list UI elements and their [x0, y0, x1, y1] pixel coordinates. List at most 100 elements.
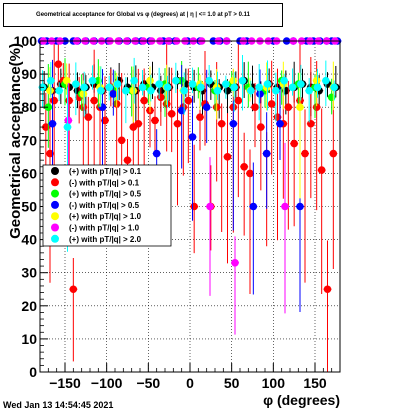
- data-point: [163, 83, 172, 92]
- tick-labels-layer: 0 10 20 30 40 50 60 70 80 90 100 −150 −100 −50 0 50 100 1…: [14, 33, 327, 391]
- data-point: [123, 156, 132, 164]
- legend-marker: [51, 200, 59, 209]
- y-tick-label: 20: [21, 298, 37, 314]
- x-tick-label: −50: [136, 375, 160, 391]
- data-point: [50, 96, 58, 105]
- data-point: [240, 162, 248, 171]
- data-point: [157, 93, 165, 102]
- data-point: [234, 96, 243, 105]
- data-point: [155, 80, 163, 88]
- data-point: [317, 166, 326, 174]
- x-axis-title: φ (degrees): [263, 392, 340, 408]
- data-point: [223, 153, 232, 161]
- data-point: [47, 76, 55, 85]
- data-point: [129, 86, 138, 95]
- data-point: [105, 83, 113, 92]
- data-point: [223, 86, 232, 95]
- data-point: [296, 103, 304, 111]
- data-point: [313, 83, 322, 92]
- data-point: [101, 116, 109, 125]
- data-point: [146, 76, 154, 85]
- data-point: [62, 76, 71, 85]
- data-point: [329, 149, 338, 158]
- data-point: [255, 83, 263, 92]
- data-point: [288, 83, 297, 92]
- data-point: [305, 86, 313, 95]
- data-point: [130, 76, 138, 85]
- data-point: [64, 116, 73, 125]
- data-point: [147, 86, 155, 95]
- data-point: [180, 86, 188, 95]
- y-tick-label: 90: [21, 66, 37, 82]
- data-point: [117, 136, 126, 145]
- y-tick-label: 80: [21, 99, 37, 115]
- data-point: [213, 86, 222, 95]
- data-point: [54, 60, 63, 68]
- series--with-pt-q-2-0: [38, 55, 339, 252]
- data-point: [222, 80, 230, 88]
- data-point: [296, 202, 304, 211]
- data-point: [172, 76, 180, 85]
- y-tick-label: 60: [21, 165, 37, 181]
- x-tick-label: 100: [262, 375, 286, 391]
- y-tick-label: 50: [21, 199, 37, 215]
- y-axis-title: Geometrical acceptance(%): [7, 43, 24, 239]
- data-point: [134, 119, 143, 128]
- data-point: [188, 80, 197, 88]
- data-point: [113, 80, 122, 88]
- data-point: [79, 90, 88, 98]
- y-tick-label: 40: [21, 232, 37, 248]
- data-point: [138, 83, 147, 92]
- data-point: [72, 80, 80, 88]
- y-tick-label: 100: [14, 33, 38, 49]
- data-point: [44, 103, 53, 111]
- data-point: [188, 133, 197, 141]
- y-tick-label: 70: [21, 132, 37, 148]
- data-point: [217, 119, 226, 128]
- legend-label: (-) with pT/|q| > 0.5: [69, 201, 140, 210]
- legend-label: (+) with pT/|q| > 0.1: [69, 167, 142, 176]
- data-point: [90, 96, 98, 105]
- points-layer: [37, 37, 342, 372]
- data-point: [202, 103, 211, 111]
- data-point: [109, 90, 118, 98]
- ticks-layer: [40, 40, 333, 373]
- chart-title: Geometrical acceptance for Global vs φ (…: [36, 12, 250, 18]
- chart-title-box: Geometrical acceptance for Global vs φ (…: [3, 3, 283, 27]
- data-point: [229, 119, 238, 128]
- data-point: [301, 149, 309, 158]
- data-point: [206, 202, 214, 211]
- data-point: [312, 76, 321, 85]
- data-point: [205, 76, 213, 85]
- data-point: [330, 83, 338, 92]
- y-tick-label: 0: [29, 364, 37, 380]
- data-point: [190, 202, 198, 211]
- data-point: [63, 123, 72, 131]
- data-point: [140, 96, 148, 105]
- data-point: [197, 83, 205, 92]
- legend-marker: [51, 234, 59, 243]
- x-tick-label: 150: [303, 375, 327, 391]
- x-tick-label: 0: [186, 375, 194, 391]
- data-point: [281, 202, 289, 211]
- data-point: [65, 96, 73, 105]
- data-point: [238, 76, 247, 85]
- data-point: [290, 139, 298, 148]
- legend-marker: [51, 212, 59, 221]
- data-point: [46, 149, 54, 158]
- data-point: [251, 103, 259, 111]
- data-point: [177, 106, 186, 115]
- legend-marker: [51, 189, 59, 198]
- data-point: [173, 119, 182, 128]
- x-tick-label: 50: [224, 375, 240, 391]
- data-point: [249, 202, 258, 211]
- legend-label: (+) with pT/|q| > 0.5: [69, 190, 142, 199]
- data-point: [80, 83, 88, 92]
- legend-marker: [51, 178, 59, 187]
- legend-label: (+) with pT/|q| > 1.0: [69, 212, 142, 221]
- data-point: [284, 103, 293, 111]
- datestamp: Wed Jan 13 14:54:45 2021: [3, 400, 114, 410]
- data-point: [246, 169, 254, 178]
- data-point: [97, 86, 105, 95]
- data-point: [247, 86, 255, 95]
